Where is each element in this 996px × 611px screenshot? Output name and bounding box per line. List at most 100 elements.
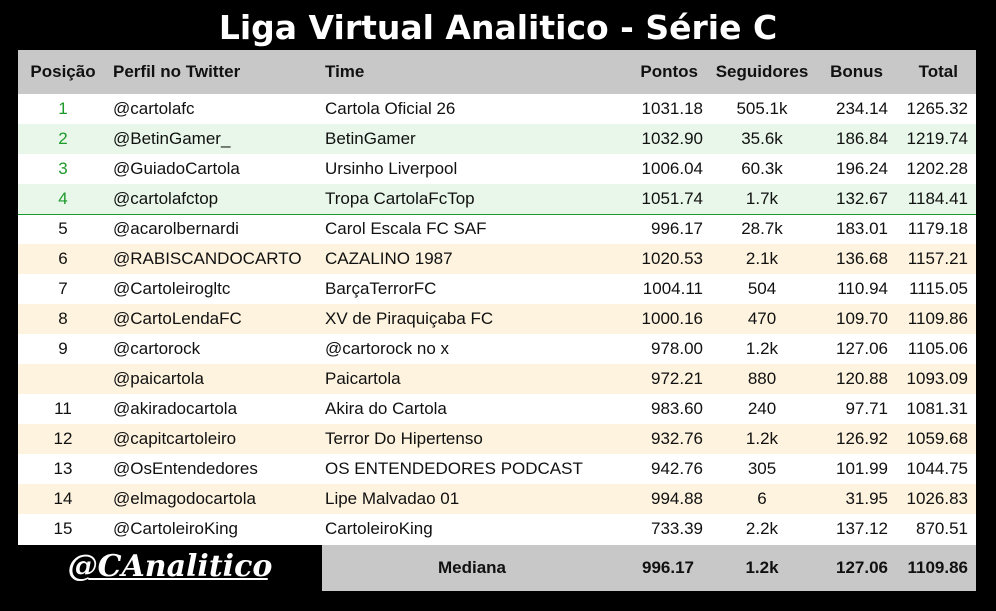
logo-underline [88,578,268,580]
row-bonus: 127.06 [836,339,888,358]
header-total[interactable]: Total [918,62,958,81]
table-row[interactable]: 4 @cartolafctop Tropa CartolaFcTop 1051.74 1… [18,184,976,214]
row-position: 14 [53,489,73,508]
row-bonus: 196.24 [836,159,888,178]
row-followers: 1.2k [745,429,779,448]
row-followers: 28.7k [741,219,783,238]
row-position: 6 [58,249,68,268]
row-total: 1219.74 [906,129,968,148]
row-points: 978.00 [651,339,703,358]
row-position: 13 [53,459,73,478]
row-bonus: 183.01 [836,219,888,238]
table-row[interactable]: 3 @GuiadoCartola Ursinho Liverpool 1006.04 6… [18,154,976,184]
row-profile: @cartorock [113,339,201,358]
header-followers[interactable]: Seguidores [715,62,809,81]
table-row[interactable]: 7 @Cartoleirogltc BarçaTerrorFC 1004.11 504 1… [18,274,976,304]
header-points[interactable]: Pontos [640,62,698,81]
brand-logo: @CAnalitico [18,545,322,591]
row-profile: @acarolbernardi [113,219,239,238]
row-team: CAZALINO 1987 [325,249,453,268]
table-row[interactable]: 8 @CartoLendaFC XV de Piraquiçaba FC 1000.1… [18,304,976,334]
row-followers: 6 [757,489,767,508]
row-bonus: 186.84 [836,129,888,148]
row-points: 1004.11 [642,279,703,298]
row-points: 1020.53 [641,249,703,268]
header-profile[interactable]: Perfil no Twitter [113,62,241,81]
row-profile: @CartoLendaFC [113,309,242,328]
median-total: 1109.86 [907,558,968,577]
row-points: 1000.16 [641,309,703,328]
row-total: 1202.28 [906,159,968,178]
row-total: 1026.83 [906,489,968,508]
row-team: BetinGamer [325,129,416,148]
row-total: 1105.06 [907,339,968,358]
table-row[interactable]: 9 @cartorock @cartorock no x 978.00 1.2k 127.… [18,334,976,364]
row-points: 994.88 [651,489,703,508]
row-profile: @paicartola [113,369,204,388]
row-followers: 2.1k [745,249,779,268]
row-position: 12 [53,429,73,448]
row-bonus: 120.88 [836,369,888,388]
row-points: 932.76 [651,429,703,448]
row-profile: @akiradocartola [113,399,238,418]
row-team: BarçaTerrorFC [325,279,437,298]
standings-table: Posição Perfil no Twitter Time Pontos Se… [18,50,976,545]
table-row[interactable]: 13 @OsEntendedores OS ENTENDEDORES PODCAST… [18,454,976,484]
table-row[interactable]: 2 @BetinGamer_ BetinGamer 1032.90 35.6k 186.8… [18,124,976,154]
table-row[interactable]: 11 @akiradocartola Akira do Cartola 983.60 2… [18,394,976,424]
row-team: Terror Do Hipertenso [325,429,483,448]
row-total: 1109.86 [907,309,968,328]
row-points: 996.17 [651,219,703,238]
table-row[interactable]: 1 @cartolafc Cartola Oficial 26 1031.18 505.… [18,94,976,124]
row-position: 9 [58,339,68,358]
row-points: 972.21 [651,369,703,388]
row-followers: 505.1k [736,99,788,118]
row-position: 7 [58,279,68,298]
row-bonus: 31.95 [845,489,888,508]
median-bonus: 127.06 [836,558,888,577]
row-profile: @cartolafc [113,99,195,118]
row-position: 4 [58,189,68,208]
row-points: 983.60 [651,399,703,418]
row-position: 5 [58,219,68,238]
header-bonus[interactable]: Bonus [830,62,883,81]
row-followers: 1.2k [745,339,779,358]
row-team: Tropa CartolaFcTop [325,189,475,208]
table-row[interactable]: 6 @RABISCANDOCARTO CAZALINO 1987 1020.53 2.1… [18,244,976,274]
row-followers: 1.7k [745,189,779,208]
median-row: Mediana 996.17 1.2k 127.06 1109.86 [322,545,976,591]
table-row[interactable]: 5 @acarolbernardi Carol Escala FC SAF 996.1… [18,214,976,244]
row-bonus: 109.70 [836,309,888,328]
table-row[interactable]: 12 @capitcartoleiro Terror Do Hipertenso 93… [18,424,976,454]
row-team: CartoleiroKing [325,519,433,538]
row-position: 3 [58,159,68,178]
header-position[interactable]: Posição [30,62,96,81]
row-position: 15 [53,519,73,538]
row-followers: 2.2k [745,519,779,538]
header-team[interactable]: Time [325,62,365,81]
row-bonus: 97.71 [845,399,888,418]
row-total: 1265.32 [906,99,968,118]
row-profile: @Cartoleirogltc [113,279,231,298]
row-bonus: 234.14 [836,99,888,118]
row-points: 1051.74 [641,189,703,208]
row-team: @cartorock no x [325,339,450,358]
row-followers: 470 [747,309,777,328]
row-followers: 60.3k [741,159,783,178]
row-position: 11 [54,399,72,418]
row-team: OS ENTENDEDORES PODCAST [325,459,583,478]
table-row[interactable]: 14 @elmagodocartola Lipe Malvadao 01 994.88… [18,484,976,514]
row-profile: @cartolafctop [113,189,219,208]
table-row[interactable]: 15 @CartoleiroKing CartoleiroKing 733.39 2.2… [18,514,976,544]
row-bonus: 101.99 [836,459,888,478]
table-footer: @CAnalitico Mediana 996.17 1.2k 127.06 1… [18,545,976,591]
row-total: 1093.09 [906,369,968,388]
row-team: Paicartola [325,369,401,388]
table-row[interactable]: @paicartola Paicartola 972.21 880 120.88 1093… [18,364,976,394]
row-team: Carol Escala FC SAF [325,219,487,238]
row-team: Cartola Oficial 26 [325,99,456,118]
row-profile: @GuiadoCartola [113,159,240,178]
row-profile: @BetinGamer_ [113,129,231,148]
row-points: 1031.18 [641,99,703,118]
row-position: 8 [58,309,68,328]
